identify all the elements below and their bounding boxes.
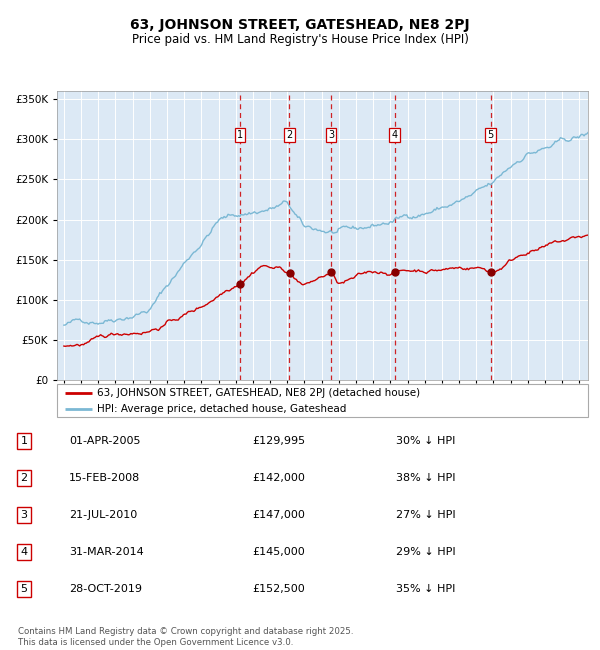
Text: 2: 2: [20, 473, 28, 483]
Text: HPI: Average price, detached house, Gateshead: HPI: Average price, detached house, Gate…: [97, 404, 346, 414]
Text: 5: 5: [487, 130, 494, 140]
Text: 30% ↓ HPI: 30% ↓ HPI: [396, 436, 455, 446]
Text: 31-MAR-2014: 31-MAR-2014: [69, 547, 144, 557]
Text: 5: 5: [20, 584, 28, 594]
Text: 38% ↓ HPI: 38% ↓ HPI: [396, 473, 455, 483]
Text: 29% ↓ HPI: 29% ↓ HPI: [396, 547, 455, 557]
Text: 2: 2: [286, 130, 292, 140]
Text: £147,000: £147,000: [252, 510, 305, 520]
FancyBboxPatch shape: [57, 384, 588, 417]
Text: 3: 3: [20, 510, 28, 520]
Text: 4: 4: [392, 130, 398, 140]
Text: 63, JOHNSON STREET, GATESHEAD, NE8 2PJ (detached house): 63, JOHNSON STREET, GATESHEAD, NE8 2PJ (…: [97, 388, 420, 398]
Text: £145,000: £145,000: [252, 547, 305, 557]
Text: 1: 1: [237, 130, 243, 140]
Text: 28-OCT-2019: 28-OCT-2019: [69, 584, 142, 594]
Text: 15-FEB-2008: 15-FEB-2008: [69, 473, 140, 483]
Text: £142,000: £142,000: [252, 473, 305, 483]
Text: 3: 3: [328, 130, 334, 140]
Text: 35% ↓ HPI: 35% ↓ HPI: [396, 584, 455, 594]
Text: 63, JOHNSON STREET, GATESHEAD, NE8 2PJ: 63, JOHNSON STREET, GATESHEAD, NE8 2PJ: [130, 18, 470, 32]
Text: 01-APR-2005: 01-APR-2005: [69, 436, 140, 446]
Text: 1: 1: [20, 436, 28, 446]
Text: £129,995: £129,995: [252, 436, 305, 446]
Text: 27% ↓ HPI: 27% ↓ HPI: [396, 510, 455, 520]
Text: 4: 4: [20, 547, 28, 557]
Text: Price paid vs. HM Land Registry's House Price Index (HPI): Price paid vs. HM Land Registry's House …: [131, 32, 469, 46]
Text: Contains HM Land Registry data © Crown copyright and database right 2025.
This d: Contains HM Land Registry data © Crown c…: [18, 627, 353, 647]
Text: £152,500: £152,500: [252, 584, 305, 594]
Text: 21-JUL-2010: 21-JUL-2010: [69, 510, 137, 520]
